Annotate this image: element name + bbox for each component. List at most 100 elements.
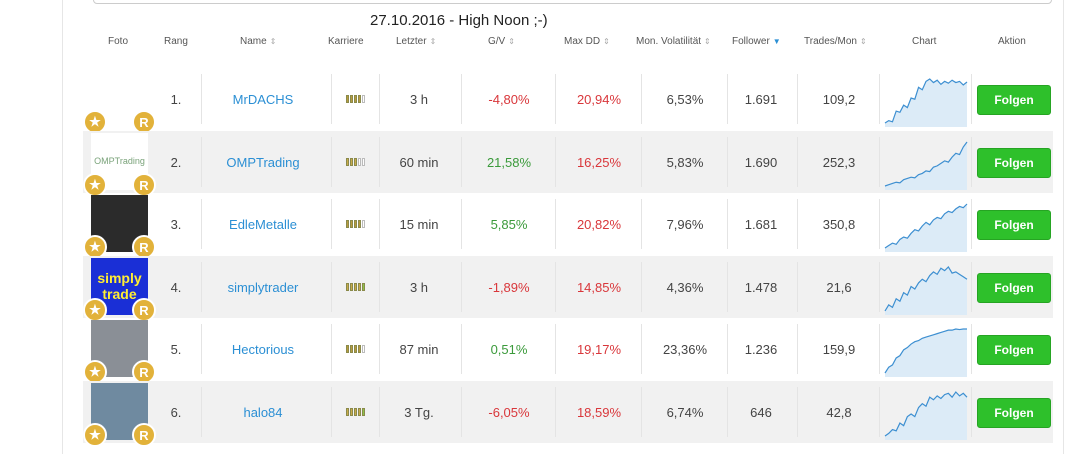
chart-area <box>885 329 967 377</box>
trader-name-link[interactable]: simplytrader <box>227 279 299 295</box>
chart-area <box>885 267 967 315</box>
career-bar <box>361 158 365 166</box>
follow-button[interactable]: Folgen <box>977 273 1051 303</box>
header-volatility[interactable]: Mon. Volatilität ⇕ <box>636 36 711 47</box>
chart-line <box>884 266 968 312</box>
career-bar <box>345 220 349 228</box>
header-rank[interactable]: Rang <box>164 36 188 47</box>
trader-name-link[interactable]: OMPTrading <box>226 154 300 170</box>
sort-icon: ⇕ <box>429 37 437 46</box>
rank: 2. <box>170 154 182 170</box>
max-drawdown: 19,17% <box>576 341 622 357</box>
header-maxdd[interactable]: Max DD ⇕ <box>564 36 610 47</box>
star-badge-icon[interactable]: ★ <box>83 298 107 322</box>
follower-count: 1.681 <box>744 216 778 232</box>
career-bar <box>357 283 361 291</box>
sort-icon: ⇕ <box>859 37 867 46</box>
follow-button[interactable]: Folgen <box>977 335 1051 365</box>
monthly-volatility: 6,53% <box>666 91 704 107</box>
chart-line <box>884 203 968 249</box>
follower-count: 1.478 <box>744 279 778 295</box>
career-bars <box>333 68 377 130</box>
monthly-volatility: 4,36% <box>666 279 704 295</box>
search-bar-edge[interactable] <box>93 0 1052 4</box>
trader-name-link[interactable]: MrDACHS <box>232 91 294 107</box>
header-followers[interactable]: Follower ▼ <box>732 36 781 47</box>
career-bar <box>361 95 365 103</box>
trades-per-month: 159,9 <box>822 341 856 357</box>
rank: 1. <box>170 91 182 107</box>
trader-name-link[interactable]: halo84 <box>243 404 283 420</box>
career-bar <box>349 283 353 291</box>
r-badge-icon[interactable]: R <box>132 360 156 384</box>
table-row: simply trade ★ R 4. simplytrader 3 h -1,… <box>83 256 1053 322</box>
r-badge-icon[interactable]: R <box>132 423 156 447</box>
career-bar <box>361 220 365 228</box>
chart-line <box>884 328 967 374</box>
career-bars <box>333 193 377 255</box>
last-trade: 60 min <box>399 154 439 170</box>
follow-button[interactable]: Folgen <box>977 210 1051 240</box>
header-chart: Chart <box>912 36 937 47</box>
header-action: Aktion <box>998 36 1026 47</box>
last-trade: 3 h <box>409 279 429 295</box>
table-row: ★ R 3. EdleMetalle 15 min 5,85% 20,82% 7… <box>83 193 1053 259</box>
header-gv[interactable]: G/V ⇕ <box>488 36 515 47</box>
header-career[interactable]: Karriere <box>328 36 364 47</box>
performance-chart[interactable] <box>883 323 969 377</box>
monthly-volatility: 7,96% <box>666 216 704 232</box>
header-last[interactable]: Letzter ⇕ <box>396 36 437 47</box>
career-bars <box>333 381 377 443</box>
follow-button[interactable]: Folgen <box>977 398 1051 428</box>
star-badge-icon[interactable]: ★ <box>83 110 107 134</box>
performance-chart[interactable] <box>883 73 969 127</box>
header-trades[interactable]: Trades/Mon ⇕ <box>804 36 867 47</box>
rank: 6. <box>170 404 182 420</box>
table-row: OMPTrading ★ R 2. OMPTrading 60 min 21,5… <box>83 131 1053 197</box>
career-bar <box>345 345 349 353</box>
max-drawdown: 20,94% <box>576 91 622 107</box>
sort-icon: ⇕ <box>704 37 711 46</box>
career-bar <box>353 408 357 416</box>
career-bar <box>345 283 349 291</box>
table-row: ★ R 6. halo84 3 Tg. -6,05% 18,59% 6,74% … <box>83 381 1053 447</box>
performance-chart[interactable] <box>883 261 969 315</box>
performance-chart[interactable] <box>883 386 969 440</box>
follower-count: 1.690 <box>744 154 778 170</box>
chart-area <box>885 204 967 252</box>
trader-name-link[interactable]: Hectorious <box>231 341 295 357</box>
sort-icon: ⇕ <box>603 37 610 46</box>
photo-caption: OMPTrading <box>94 155 145 166</box>
r-badge-icon[interactable]: R <box>132 298 156 322</box>
chart-area <box>885 142 967 190</box>
career-bar <box>353 158 357 166</box>
trader-name-link[interactable]: EdleMetalle <box>229 216 297 232</box>
profit-loss: -1,89% <box>488 279 530 295</box>
r-badge-icon[interactable]: R <box>132 173 156 197</box>
career-bar <box>349 158 353 166</box>
trades-per-month: 109,2 <box>822 91 856 107</box>
chart-line <box>884 391 968 437</box>
rank: 3. <box>170 216 182 232</box>
last-trade: 3 h <box>409 91 429 107</box>
career-bar <box>357 408 361 416</box>
career-bar <box>353 345 357 353</box>
career-bar <box>357 95 361 103</box>
photo-caption: simply trade <box>97 270 142 302</box>
table-row: ★ R 5. Hectorious 87 min 0,51% 19,17% 23… <box>83 318 1053 384</box>
performance-chart[interactable] <box>883 198 969 252</box>
r-badge-icon[interactable]: R <box>132 110 156 134</box>
career-bar <box>345 158 349 166</box>
last-trade: 15 min <box>399 216 439 232</box>
header-name[interactable]: Name ⇕ <box>240 36 277 47</box>
profit-loss: 5,85% <box>490 216 528 232</box>
follow-button[interactable]: Folgen <box>977 85 1051 115</box>
monthly-volatility: 5,83% <box>666 154 704 170</box>
star-badge-icon[interactable]: ★ <box>83 423 107 447</box>
follow-button[interactable]: Folgen <box>977 148 1051 178</box>
performance-chart[interactable] <box>883 136 969 190</box>
career-bar <box>357 220 361 228</box>
career-bar <box>349 345 353 353</box>
profit-loss: 21,58% <box>486 154 532 170</box>
career-bar <box>353 220 357 228</box>
